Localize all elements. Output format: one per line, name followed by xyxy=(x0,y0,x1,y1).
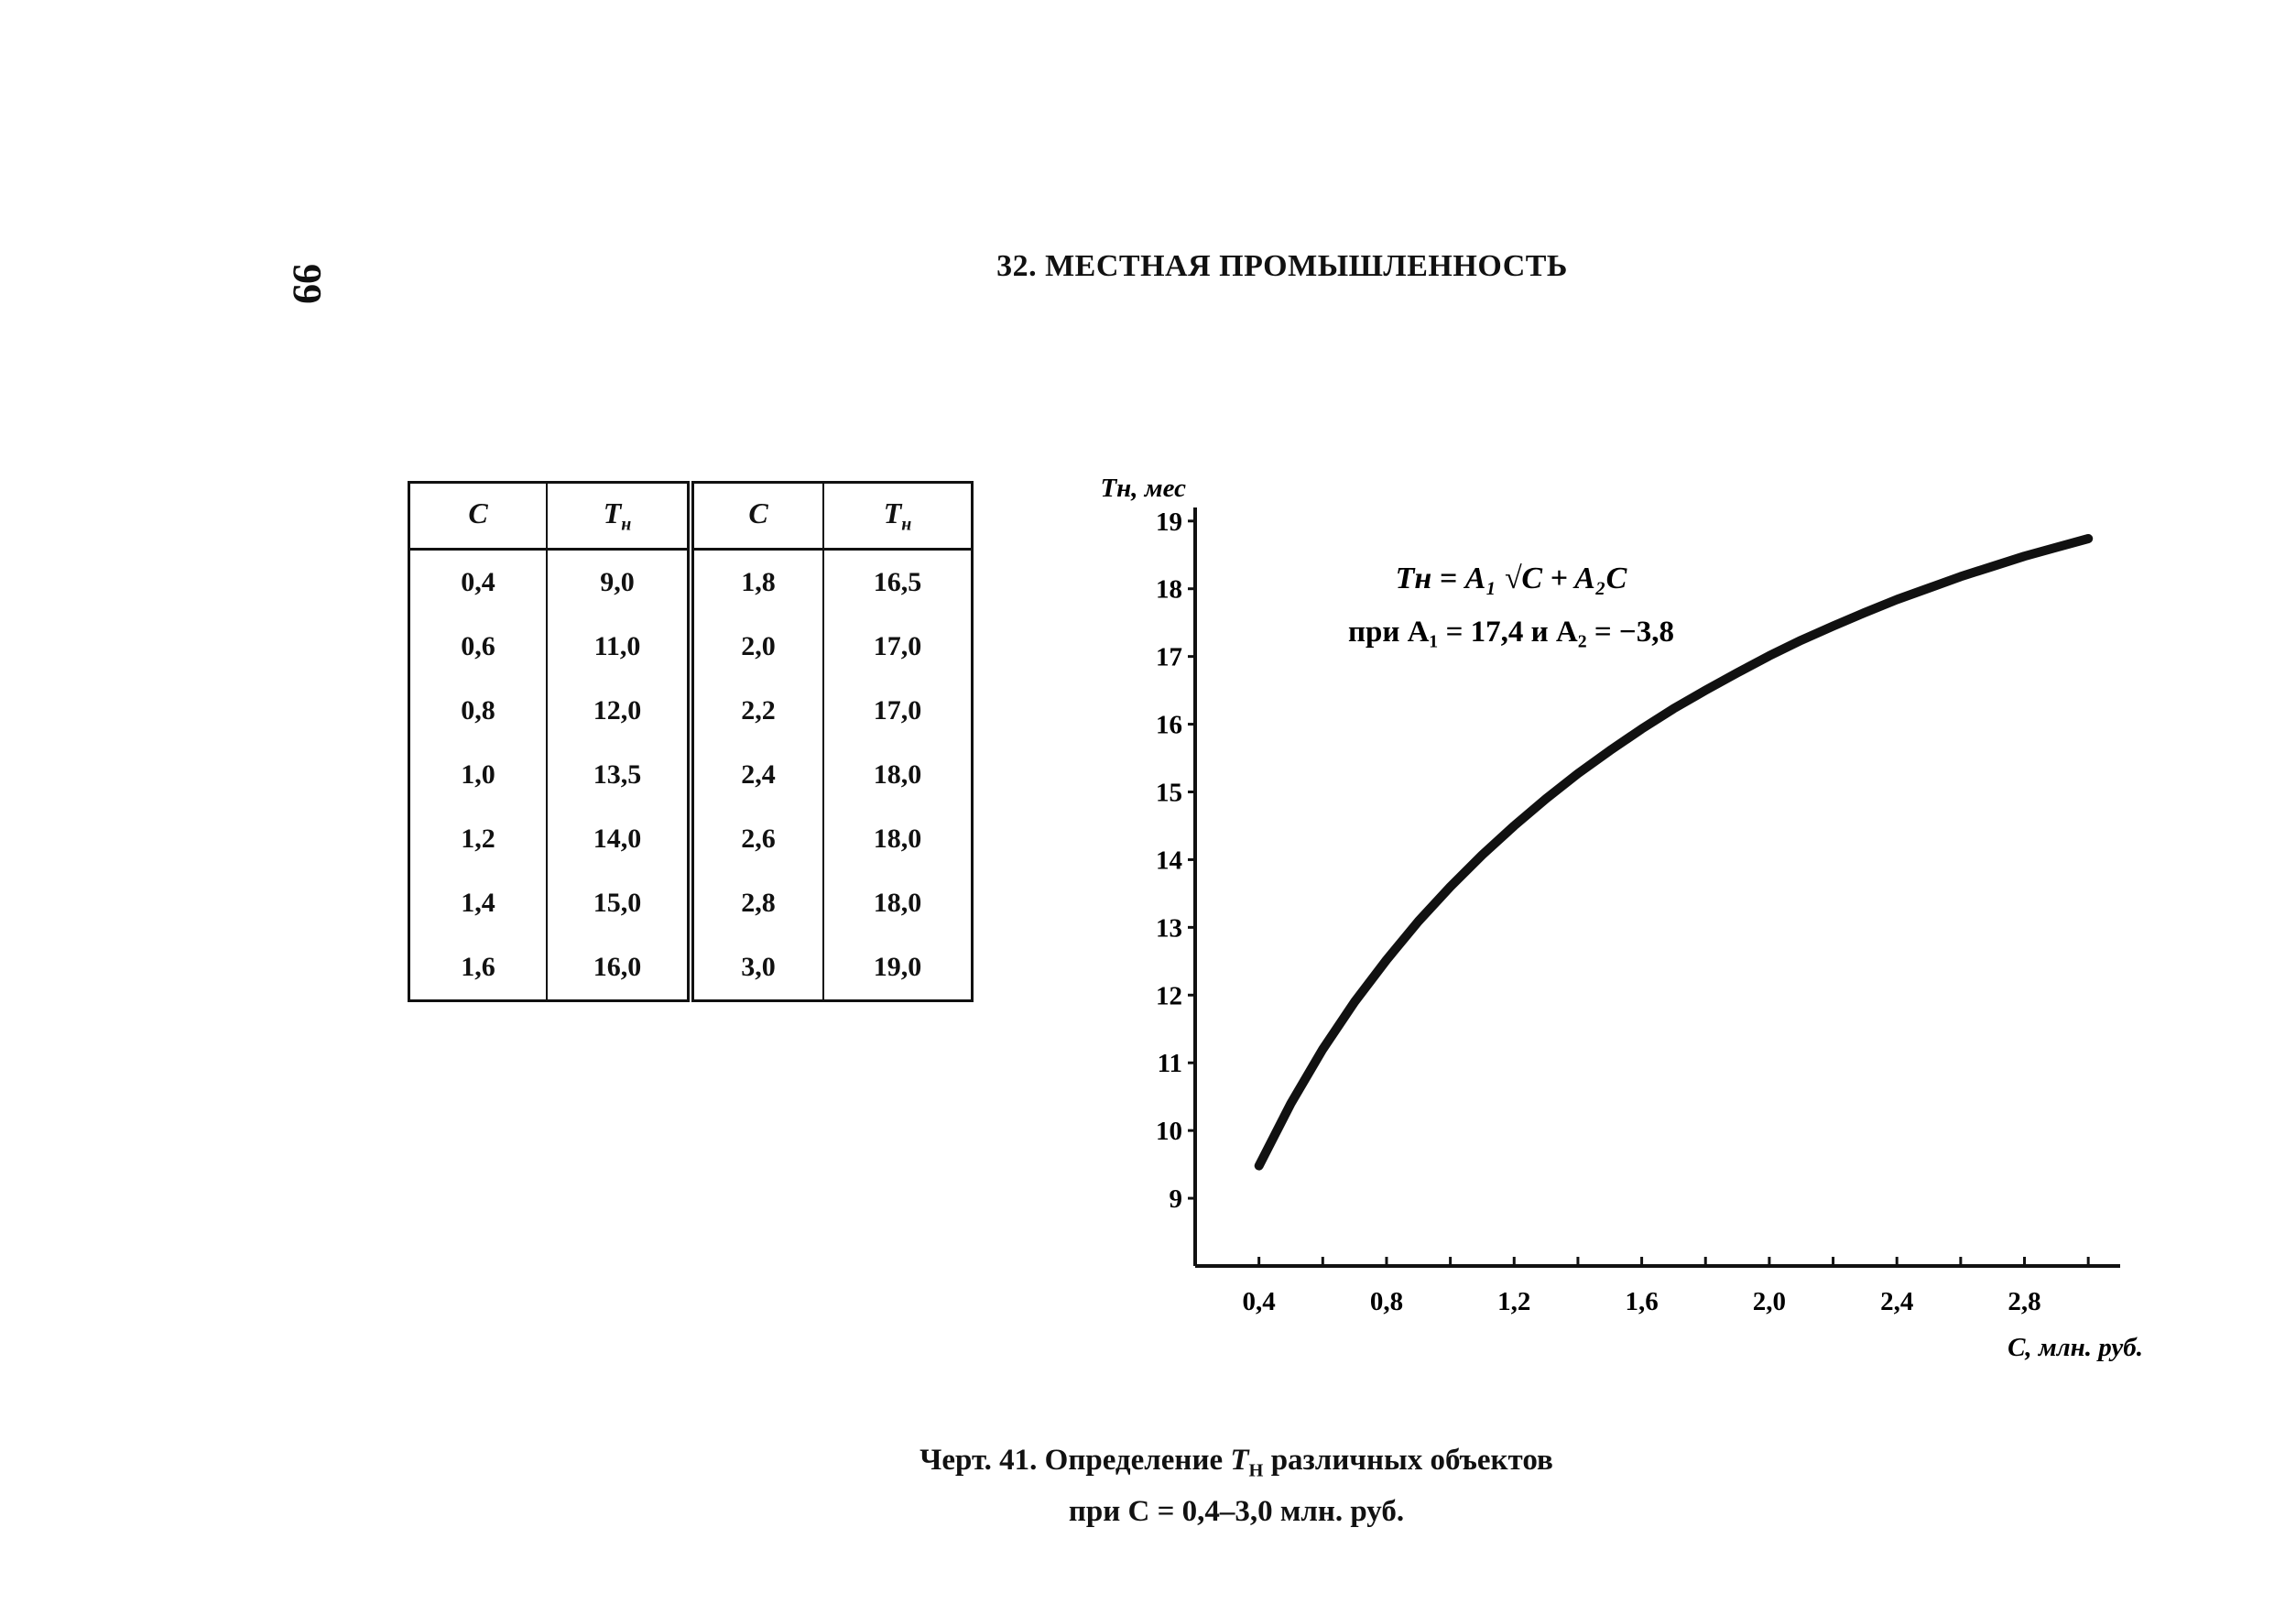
formula-annotation: Tн = A₁ √C + A₂C xyxy=(1396,562,1627,595)
table-cell: 9,0 xyxy=(546,549,691,615)
y-tick-label: 18 xyxy=(1156,575,1182,605)
y-tick-label: 9 xyxy=(1170,1184,1183,1214)
column-header-tn-1: Tн xyxy=(546,482,691,551)
table-cell: 2,2 xyxy=(687,679,823,743)
figure-caption: Черт. 41. Определение TН различных объек… xyxy=(641,1440,1832,1532)
table-cell: 18,0 xyxy=(822,743,973,807)
x-tick-label: 2,8 xyxy=(2008,1287,2040,1316)
x-tick-label: 2,0 xyxy=(1753,1287,1786,1316)
table-row: 0,4 9,0 1,8 16,5 xyxy=(408,549,973,615)
line-chart: 9 10 11 12 13 14 15 16 17 18 19 0,4 0,8 1,2 1,6 2,0 2,4 2… xyxy=(1100,474,2143,1362)
x-tick-label: 2,4 xyxy=(1880,1287,1913,1316)
y-tick-label: 15 xyxy=(1156,779,1182,808)
table-cell: 14,0 xyxy=(546,807,691,871)
table-cell: 0,6 xyxy=(408,615,547,679)
table-cell: 0,8 xyxy=(408,679,547,743)
page-number: 99 xyxy=(285,264,330,304)
table-cell: 3,0 xyxy=(687,935,823,1001)
data-table: C Tн C Tн 0,4 9,0 1,8 16,5 0,6 11,0 2,0 … xyxy=(408,481,974,1002)
column-header-tn-2: Tн xyxy=(822,482,973,551)
formula-coefficients: при A₁ = 17,4 и A₂ = −3,8 xyxy=(1348,616,1674,649)
table-cell: 1,0 xyxy=(408,743,547,807)
y-tick-label: 16 xyxy=(1156,711,1182,740)
table-cell: 17,0 xyxy=(822,679,973,743)
table-cell: 1,4 xyxy=(408,871,547,935)
y-tick-label: 14 xyxy=(1156,846,1182,875)
x-tick-label: 0,8 xyxy=(1370,1287,1403,1316)
table-cell: 1,2 xyxy=(408,807,547,871)
table-row: 1,4 15,0 2,8 18,0 xyxy=(408,871,973,935)
y-tick-label: 12 xyxy=(1156,981,1182,1010)
table-cell: 17,0 xyxy=(822,615,973,679)
table-cell: 16,5 xyxy=(822,549,973,615)
table-cell: 2,6 xyxy=(687,807,823,871)
column-header-c-1: C xyxy=(408,482,547,551)
y-tick-label: 13 xyxy=(1156,913,1182,943)
table-header-row: C Tн C Tн xyxy=(408,482,973,551)
section-title: 32. МЕСТНАЯ ПРОМЫШЛЕННОСТЬ xyxy=(996,249,1568,283)
column-header-c-2: C xyxy=(687,482,823,551)
table-cell: 2,0 xyxy=(687,615,823,679)
x-tick-label: 1,6 xyxy=(1625,1287,1658,1316)
y-tick-label: 19 xyxy=(1156,507,1182,537)
table-cell: 18,0 xyxy=(822,807,973,871)
y-tick-label: 11 xyxy=(1158,1049,1182,1078)
table-row: 1,0 13,5 2,4 18,0 xyxy=(408,743,973,807)
x-tick-label: 0,4 xyxy=(1243,1287,1276,1316)
y-axis-label: Tн, мес xyxy=(1100,474,1186,503)
table-cell: 2,4 xyxy=(687,743,823,807)
series-line-1 xyxy=(1254,534,2094,1171)
x-axis-label: C, млн. руб. xyxy=(2008,1333,2143,1362)
y-tick-label: 10 xyxy=(1156,1117,1182,1146)
caption-line-2: при C = 0,4–3,0 млн. руб. xyxy=(1068,1494,1405,1528)
table-row: 1,2 14,0 2,6 18,0 xyxy=(408,807,973,871)
table-cell: 0,4 xyxy=(408,549,547,615)
table-cell: 15,0 xyxy=(546,871,691,935)
table-cell: 19,0 xyxy=(822,935,973,1001)
caption-line-1: Черт. 41. Определение TН различных объек… xyxy=(919,1444,1553,1481)
table-cell: 1,8 xyxy=(687,549,823,615)
table-row: 1,6 16,0 3,0 19,0 xyxy=(408,935,973,1001)
table-cell: 13,5 xyxy=(546,743,691,807)
table-row: 0,8 12,0 2,2 17,0 xyxy=(408,679,973,743)
table-cell: 11,0 xyxy=(546,615,691,679)
table-row: 0,6 11,0 2,0 17,0 xyxy=(408,615,973,679)
table-cell: 2,8 xyxy=(687,871,823,935)
table-cell: 18,0 xyxy=(822,871,973,935)
table-cell: 1,6 xyxy=(408,935,547,1001)
y-tick-label: 17 xyxy=(1156,643,1182,672)
table-cell: 16,0 xyxy=(546,935,691,1001)
x-tick-label: 1,2 xyxy=(1497,1287,1530,1316)
table-cell: 12,0 xyxy=(546,679,691,743)
